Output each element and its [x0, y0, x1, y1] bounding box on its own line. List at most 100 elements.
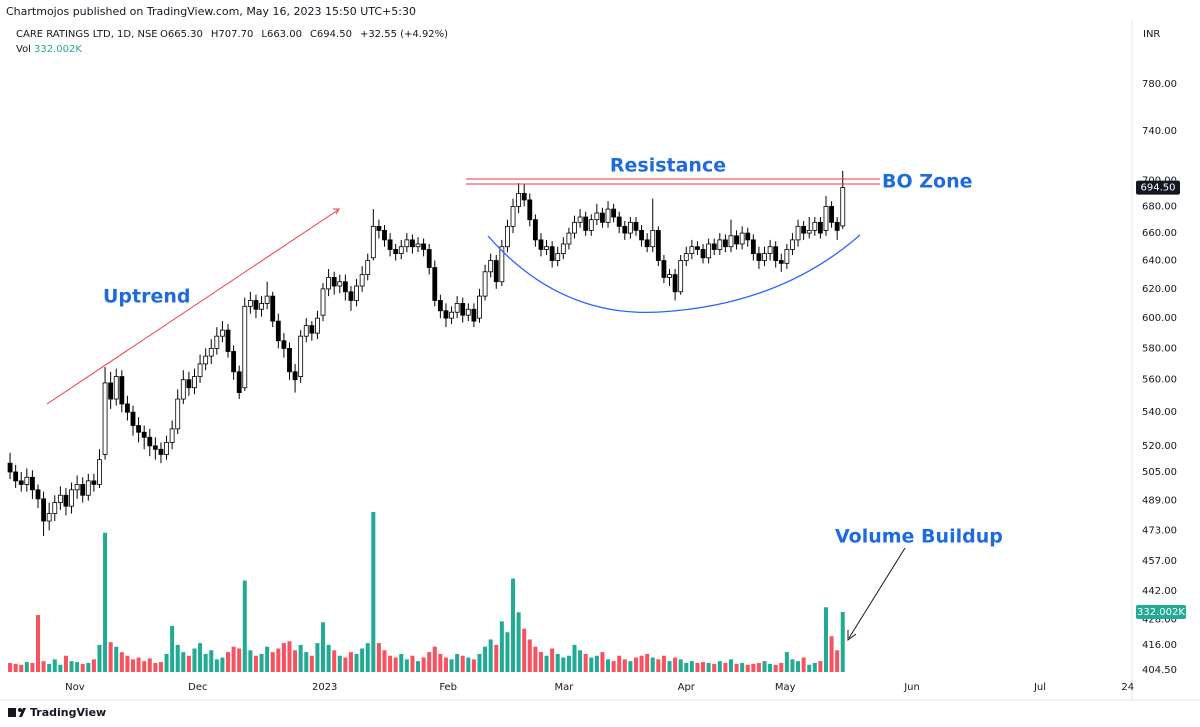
volume-bar	[24, 662, 29, 672]
x-tick-label: May	[775, 682, 796, 693]
candle-body	[667, 274, 672, 278]
candle-body	[566, 232, 572, 245]
volume-bar	[522, 628, 527, 672]
volume-bar	[840, 611, 845, 672]
volume-bar	[572, 644, 577, 672]
candle-body	[253, 300, 259, 310]
candle-body	[259, 302, 264, 310]
y-tick-label: 740.00	[1142, 126, 1177, 137]
candle-body	[393, 249, 399, 255]
volume-bar	[13, 663, 18, 672]
volume-tag	[1136, 604, 1186, 619]
candle-body	[119, 376, 125, 405]
volume-bar	[706, 662, 711, 672]
currency: INR	[1143, 29, 1160, 40]
candle-body	[622, 225, 628, 234]
candle-body	[225, 329, 231, 352]
uptrend-line	[46, 209, 339, 405]
candle-body	[711, 243, 717, 250]
volume-bar	[242, 580, 247, 672]
volume-arrow	[848, 547, 906, 639]
candle-body	[231, 351, 237, 373]
candle-body	[281, 340, 287, 349]
candle-body	[611, 208, 617, 218]
candle-body	[41, 498, 47, 522]
candle-body	[387, 239, 393, 250]
volume-bar	[293, 650, 298, 672]
candle-body	[382, 229, 387, 241]
candle-body	[700, 249, 706, 259]
candle-body	[80, 484, 86, 496]
candle-body	[739, 232, 745, 245]
candle-body	[398, 246, 404, 255]
candle-body	[510, 206, 516, 227]
volume-bar	[723, 662, 728, 672]
volume-bar	[198, 643, 203, 672]
volume-bar	[734, 663, 739, 672]
volume-bar	[376, 643, 381, 672]
candle-body	[30, 476, 35, 491]
candle-body	[175, 398, 181, 430]
volume-bar	[762, 661, 767, 672]
volume-bar	[438, 653, 443, 672]
volume-bar	[337, 655, 342, 672]
candle-body	[544, 246, 549, 250]
volume-bar	[511, 578, 516, 672]
volume-bar	[181, 652, 186, 672]
volume-bar	[125, 655, 130, 672]
annotation: BO Zone	[882, 171, 973, 193]
volume-bar	[784, 652, 789, 672]
volume-bar	[471, 659, 476, 672]
last-price-tag	[1136, 180, 1180, 195]
volume-bar	[589, 657, 594, 672]
x-tick-label: 24	[1121, 682, 1134, 693]
footer-logo	[8, 708, 26, 717]
volume-bar	[153, 662, 158, 672]
volume-bar	[304, 652, 309, 672]
annotation: Uptrend	[103, 286, 191, 308]
candle-body	[488, 260, 494, 273]
y-tick-label: 442.00	[1142, 586, 1177, 597]
volume-bar	[103, 532, 108, 672]
volume-bar	[30, 662, 35, 672]
volume-bar	[661, 655, 666, 672]
candle-body	[203, 355, 209, 365]
legend-value: L663.00	[261, 29, 302, 40]
candle-body	[477, 295, 482, 319]
volume-bar	[343, 657, 348, 672]
y-tick-label: 473.00	[1142, 525, 1177, 536]
volume-bar	[75, 662, 80, 672]
volume-bar	[561, 657, 566, 672]
volume-bar	[812, 662, 817, 672]
candle-body	[74, 484, 80, 491]
volume-bar	[790, 659, 795, 672]
candle-body	[689, 246, 695, 255]
volume-bar	[622, 659, 627, 672]
volume-bar	[192, 648, 197, 672]
candle-body	[516, 193, 522, 207]
candle-body	[57, 494, 63, 503]
y-tick-label: 520.00	[1142, 441, 1177, 452]
volume-bar	[544, 655, 549, 672]
symbol-title: CARE RATINGS LTD, 1D, NSE	[16, 29, 158, 40]
volume-bar	[751, 663, 756, 672]
y-tick-label: 489.00	[1142, 496, 1177, 507]
candle-body	[449, 311, 454, 319]
y-tick-label: 600.00	[1142, 313, 1177, 324]
candle-body	[315, 317, 320, 334]
volume-bar	[717, 661, 722, 672]
y-tick-label: 780.00	[1142, 79, 1177, 90]
volume-bar	[656, 659, 661, 672]
candle-body	[270, 295, 276, 322]
candle-body	[594, 212, 600, 221]
candle-body	[577, 216, 583, 223]
volume-bar	[52, 659, 57, 672]
candle-body	[532, 219, 538, 241]
candle-body	[840, 187, 846, 227]
candle-body	[186, 379, 192, 389]
y-tick-label: 620.00	[1142, 284, 1177, 295]
candle-body	[136, 425, 142, 433]
volume-bar	[371, 512, 376, 672]
volume-bar	[214, 659, 219, 672]
